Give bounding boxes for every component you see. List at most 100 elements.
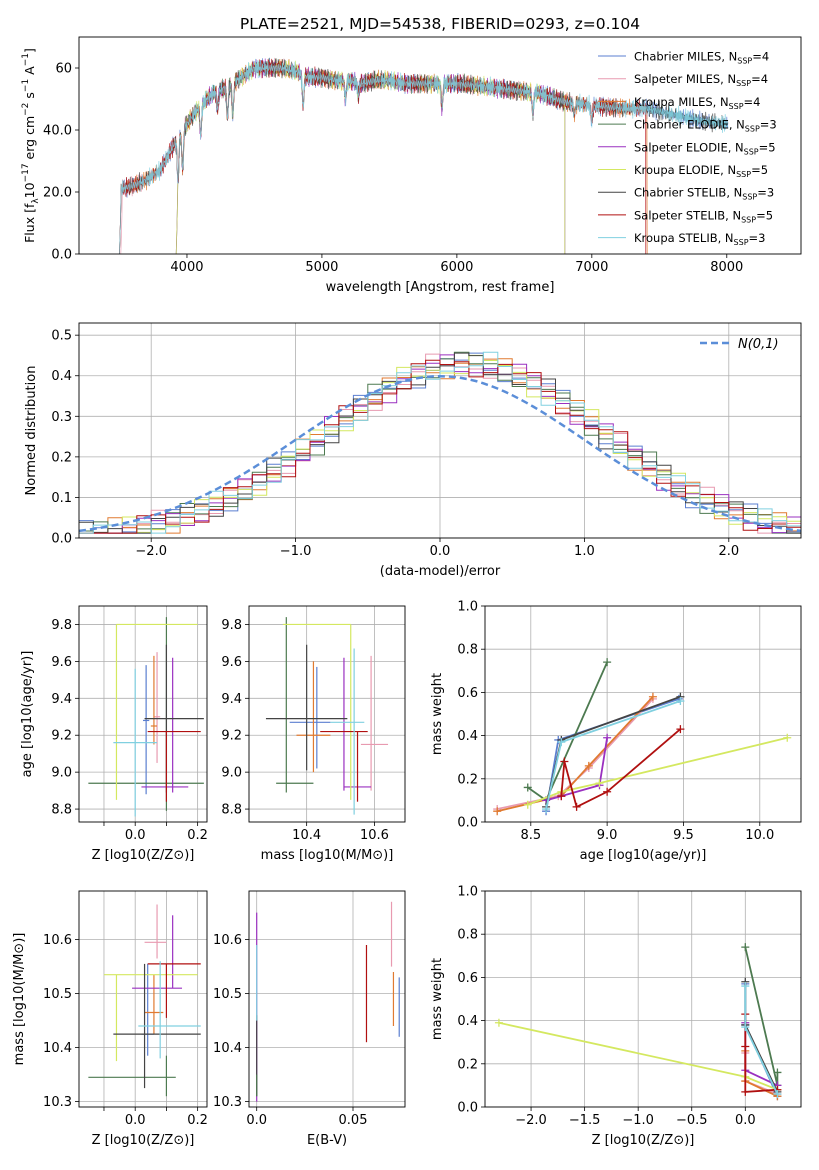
legend-name: Chabrier ELODIE, N	[634, 118, 745, 132]
y-tick-label: 9.8	[221, 618, 242, 633]
y-tick-label: 0.0	[51, 532, 72, 547]
legend-sub: SSP	[734, 238, 749, 247]
x-axis-label: (data-model)/error	[380, 564, 501, 579]
weight-point	[741, 943, 750, 952]
y-tick-label: 0.5	[51, 329, 72, 344]
y-tick-label: 10.6	[213, 933, 242, 948]
y-label-part: −1	[21, 53, 31, 66]
x-tick-label: 1.0	[574, 544, 595, 559]
y-label-part: erg cm	[22, 116, 37, 164]
y-tick-label: 0.0	[51, 248, 72, 263]
x-tick-label: 0.0	[430, 544, 451, 559]
y-tick-label: 0.0	[457, 1101, 478, 1116]
x-tick-label: 8.5	[520, 828, 541, 843]
y-axis-label: Normed distribution	[24, 366, 39, 496]
y-tick-label: 10.3	[43, 1095, 72, 1110]
x-tick-label: 0.0	[735, 1113, 756, 1128]
y-label-part: A	[22, 66, 37, 79]
y-tick-label: 0.8	[457, 643, 478, 658]
weight-point	[783, 733, 792, 742]
y-tick-label: 0.4	[51, 369, 72, 384]
x-tick-label: −2.0	[515, 1113, 547, 1128]
plot-area	[249, 606, 405, 822]
legend-sub: SSP	[736, 79, 751, 88]
y-tick-label: 1.0	[457, 600, 478, 615]
legend-n: =5	[751, 163, 768, 177]
x-tick-label: −2.0	[135, 544, 167, 559]
plot-area	[79, 606, 207, 822]
legend-label: Kroupa MILES, NSSP=4	[634, 95, 760, 111]
legend-n: =3	[760, 118, 777, 132]
weight-point	[542, 805, 551, 814]
y-tick-label: 0.3	[51, 410, 72, 425]
weight-point	[741, 1023, 750, 1032]
axes-frame	[484, 605, 802, 823]
weight-series-line	[496, 696, 654, 813]
legend-n: =3	[757, 186, 774, 200]
legend-n: =3	[749, 231, 766, 245]
x-axis-label: Z [log10(Z/Z⊙)]	[92, 1133, 195, 1148]
weight-point	[773, 1090, 782, 1099]
normal-curve	[79, 374, 801, 533]
legend-name: Kroupa MILES, N	[634, 95, 729, 109]
legend-label: Chabrier STELIB, NSSP=3	[634, 186, 774, 202]
spectrum-series-line	[120, 57, 647, 254]
legend-name: Salpeter ELODIE, N	[634, 140, 744, 154]
legend-name: Kroupa STELIB, N	[634, 231, 734, 245]
x-tick-label: −1.0	[280, 544, 312, 559]
y-axis-label: mass weight	[430, 958, 445, 1040]
x-axis-label: age [log10(age/yr)]	[580, 848, 707, 863]
legend-n: =4	[744, 95, 761, 109]
weight-point	[557, 738, 566, 747]
weight-point	[560, 757, 569, 766]
y-tick-label: 10.4	[213, 1041, 242, 1056]
y-tick-label: 9.4	[51, 692, 72, 707]
y-tick-label: 0.2	[457, 772, 478, 787]
weight-series-line	[545, 737, 608, 802]
y-tick-label: 8.8	[51, 803, 72, 818]
plot-area	[485, 606, 801, 822]
legend-name: Chabrier MILES, N	[634, 50, 737, 64]
y-tick-label: 10.6	[43, 933, 72, 948]
panel-age-vs-mass: 10.4 10.6 8.8 9.0 9.2 9.4 9.6 9.8 mass [log10(M/…	[221, 605, 406, 863]
y-tick-label: 8.8	[221, 803, 242, 818]
x-tick-label: −1.0	[622, 1113, 654, 1128]
weight-point	[741, 982, 750, 991]
weight-point	[584, 761, 593, 770]
legend-label: Chabrier ELODIE, NSSP=3	[634, 118, 777, 134]
y-tick-label: 9.6	[221, 655, 242, 670]
y-tick-label: 9.0	[221, 766, 242, 781]
x-tick-label: 9.0	[597, 828, 618, 843]
plot-area	[119, 57, 729, 254]
weight-point	[603, 733, 612, 742]
legend-n: =5	[756, 208, 773, 222]
legend-label: Salpeter STELIB, NSSP=5	[634, 208, 773, 224]
y-tick-label: 0.6	[457, 686, 478, 701]
x-tick-label: 10.6	[360, 828, 389, 843]
y-tick-label: 0.4	[457, 729, 478, 744]
y-label-part: ]	[22, 48, 37, 53]
weight-point	[572, 802, 581, 811]
legend-label: Salpeter MILES, NSSP=4	[634, 72, 768, 88]
x-tick-label: 6000	[440, 260, 473, 275]
x-tick-label: 10.4	[292, 828, 321, 843]
y-tick-label: 9.0	[51, 766, 72, 781]
weight-point	[676, 725, 685, 734]
histogram-series	[79, 359, 801, 534]
legend-n: =4	[752, 50, 769, 64]
y-tick-label: 0.6	[457, 971, 478, 986]
legend-n: =5	[759, 140, 776, 154]
y-label-part: −2	[21, 103, 31, 116]
y-axis-label: age [log10(age/yr)]	[20, 651, 35, 778]
axes-frame	[78, 605, 208, 823]
weight-point	[494, 1018, 503, 1027]
y-tick-label: 0.1	[51, 491, 72, 506]
panel-mass-vs-Z: 0.0 0.2 10.3 10.4 10.5 10.6 Z [log10(Z/Z⊙)] mas…	[12, 890, 208, 1148]
axes-frame	[248, 890, 406, 1108]
y-tick-label: 9.8	[51, 618, 72, 633]
x-tick-label: 0.2	[187, 828, 208, 843]
axes-frame	[78, 322, 802, 539]
weight-series-line	[744, 1022, 778, 1087]
y-axis-label: mass [log10(M/M⊙)]	[12, 933, 27, 1066]
weight-series-line	[744, 946, 779, 1086]
